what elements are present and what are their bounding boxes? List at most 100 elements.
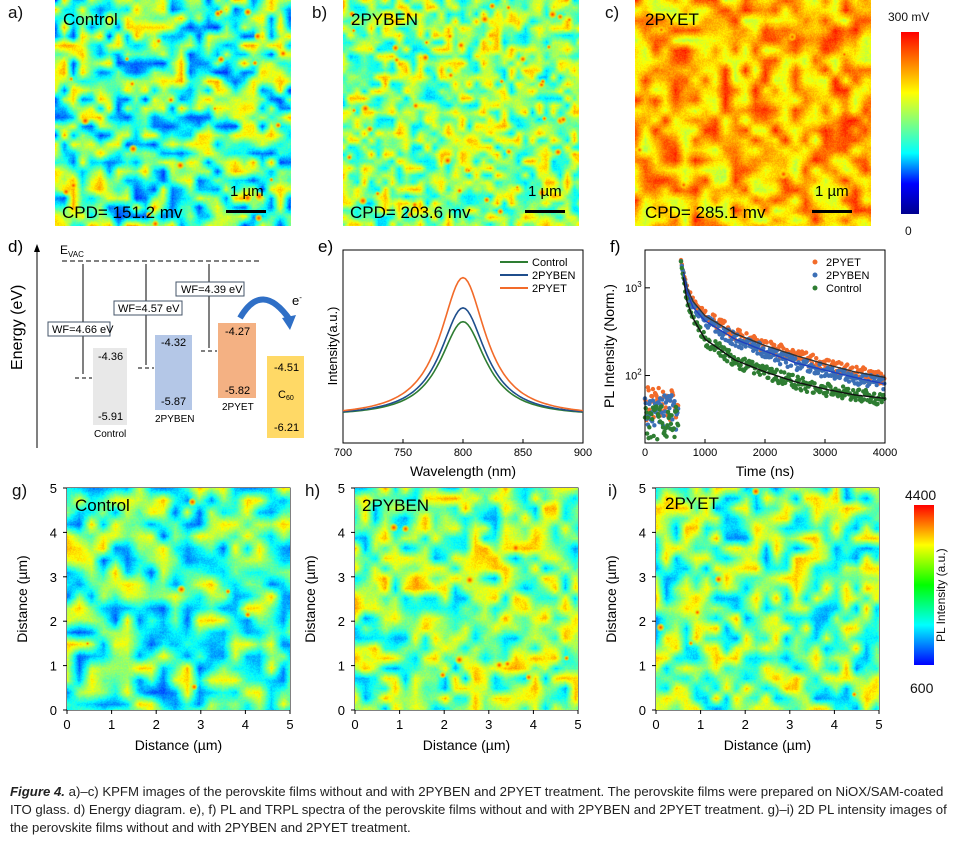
trpl-point [669,413,674,418]
trpl-point [800,375,805,381]
scalebar-label-2pyet: 1 µm [815,183,849,200]
kpfm-title-2pyben: 2PYBEN [351,10,419,29]
trpl-point [854,364,859,370]
pl-map-xtick-label: 1 [396,717,403,732]
trpl-point [808,368,813,373]
trpl-point [875,401,880,407]
trpl-point [739,345,744,351]
trpl-point [717,341,722,346]
trpl-point [797,377,802,383]
trpl-point [818,388,823,394]
trpl-point [845,362,850,367]
scalebar-label-2pyben: 1 µm [528,183,562,200]
trpl-point [828,384,833,389]
trpl-point [668,398,673,403]
trpl-point [664,434,669,439]
trpl-point [647,425,652,430]
legend-label: 2PYBEN [826,270,869,282]
pl-map-xtick-label: 1 [108,717,115,732]
trpl-ytick-label: 102 [625,368,642,383]
trpl-point [878,371,884,376]
trpl-point [729,337,734,342]
trpl-point [665,423,670,428]
cpd-2pyben: CPD= 203.6 mv [350,203,471,222]
wf-2pyben: WF=4.57 eV [118,303,180,315]
pl-xtick-label: 800 [454,447,472,459]
trpl-point [803,350,809,355]
trpl-point [643,405,648,411]
evac-label: EVAC [60,243,84,259]
kpfm-colorbar-max: 300 mV [888,10,930,24]
trpl-point [874,382,879,388]
trpl-point [804,389,810,395]
trpl-point [846,379,852,384]
pl-map-xtick-label: 5 [286,717,293,732]
legend-marker [812,285,818,291]
trpl-point [778,369,784,374]
trpl-point [733,343,738,348]
trpl-point [814,355,819,361]
trpl-point [811,390,816,395]
pl-spectra-chart: e) 700 750 800 850 900 Wavelength (nm) Inten… [318,237,592,479]
c60-top-level: -4.51 [274,362,299,374]
trpl-point [646,388,651,393]
trpl-point [667,406,672,411]
trpl-point [656,385,661,391]
caption-text: a)–c) KPFM images of the perovskite film… [10,784,947,835]
control-block-label: Control [94,429,126,440]
pl-line-2pyben [342,307,584,413]
trpl-point [755,351,760,356]
trpl-point [757,372,763,377]
pl-map-ytick-label: 2 [338,614,345,629]
trpl-point [669,393,674,398]
energy-block-2pyben [155,335,192,410]
trpl-point [776,358,781,363]
trpl-point [661,413,666,419]
pl-map-ytick-label: 5 [50,481,57,496]
panel-label-g: g) [12,481,28,500]
pl-map-title-control: Control [75,496,130,515]
pl-map-ytick-label: 1 [338,659,345,674]
pl-map-xtick-label: 4 [530,717,537,732]
pl-map-ylabel: Distance (µm) [603,555,619,642]
trpl-point [660,420,665,426]
trpl-point [649,411,654,417]
energy-block-2pyet [218,323,256,398]
trpl-point [790,372,795,378]
kpfm-title-2pyet: 2PYET [645,10,699,29]
trpl-xtick-label: 2000 [753,447,777,459]
trpl-point [862,366,868,372]
pl-map-ytick-label: 5 [338,481,345,496]
2pyben-top-level: -4.32 [161,337,186,349]
trpl-point [650,394,655,399]
c60-label: C60 [278,389,294,402]
trpl-point [819,374,824,379]
trpl-point [774,367,779,373]
legend-label: 2PYET [532,283,567,295]
trpl-point [660,397,665,402]
pl-line-2pyet [342,276,584,412]
pl-map-ytick-label: 3 [50,570,57,585]
trpl-point [751,348,756,354]
trpl-point [655,437,660,442]
pl-map-title-2pyet: 2PYET [665,494,719,513]
pl-map-xtick-label: 4 [242,717,249,732]
pl-map-xtick-label: 2 [153,717,160,732]
control-top-level: -4.36 [98,351,123,363]
trpl-point [839,361,844,366]
caption-figure-number: Figure 4. [10,784,65,799]
trpl-point [668,421,674,427]
trpl-point [654,393,659,399]
legend-marker [812,272,818,278]
legend-marker [812,259,818,265]
trpl-point [671,426,676,431]
trpl-point [650,417,655,422]
pl-map-ytick-label: 4 [50,525,57,540]
trpl-point [662,429,667,434]
wf-box-2pyben [113,300,183,316]
electron-transfer-arrow-icon [237,296,293,322]
trpl-point [879,399,884,405]
trpl-point [826,358,832,363]
trpl-xtick-label: 1000 [693,447,717,459]
